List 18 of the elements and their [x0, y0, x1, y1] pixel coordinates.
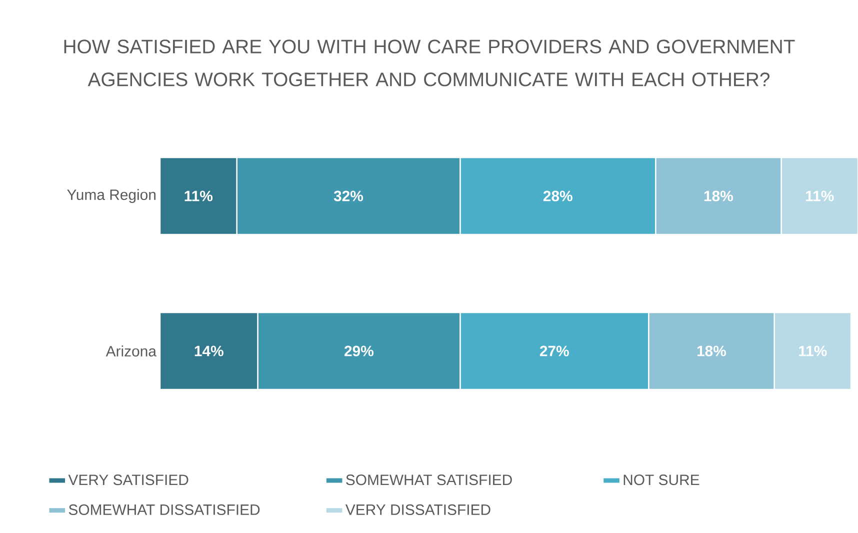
data-label: 27% — [540, 346, 569, 356]
legend-label: VERY DISSATISFIED — [345, 504, 490, 515]
data-label: 11% — [799, 346, 827, 356]
data-label: 11% — [806, 190, 834, 202]
y-tick-label: Arizona — [106, 346, 156, 356]
y-tick-label: Yuma Region — [67, 189, 156, 203]
data-label: 18% — [704, 190, 733, 202]
data-label: 32% — [334, 190, 364, 202]
chart-title: HOW SATISFIED ARE YOU WITH HOW CARE PROVIDERS AND GOVERNMENT AGENCIES WORK TOGETHER AND COMMUNICATE WITH EACH OTHER? — [64, 40, 795, 86]
data-label: 14% — [194, 346, 224, 356]
data-label: 18% — [697, 346, 726, 356]
data-label: 28% — [543, 190, 572, 202]
data-label: 11% — [184, 190, 213, 202]
legend-label: NOT SURE — [624, 474, 700, 486]
legend-label: SOMEWHAT SATISFIED — [346, 474, 512, 486]
legend-label: SOMEWHAT DISSATISFIED — [68, 504, 260, 515]
data-label: 29% — [344, 346, 374, 356]
legend-label: VERY SATISFIED — [68, 474, 188, 486]
